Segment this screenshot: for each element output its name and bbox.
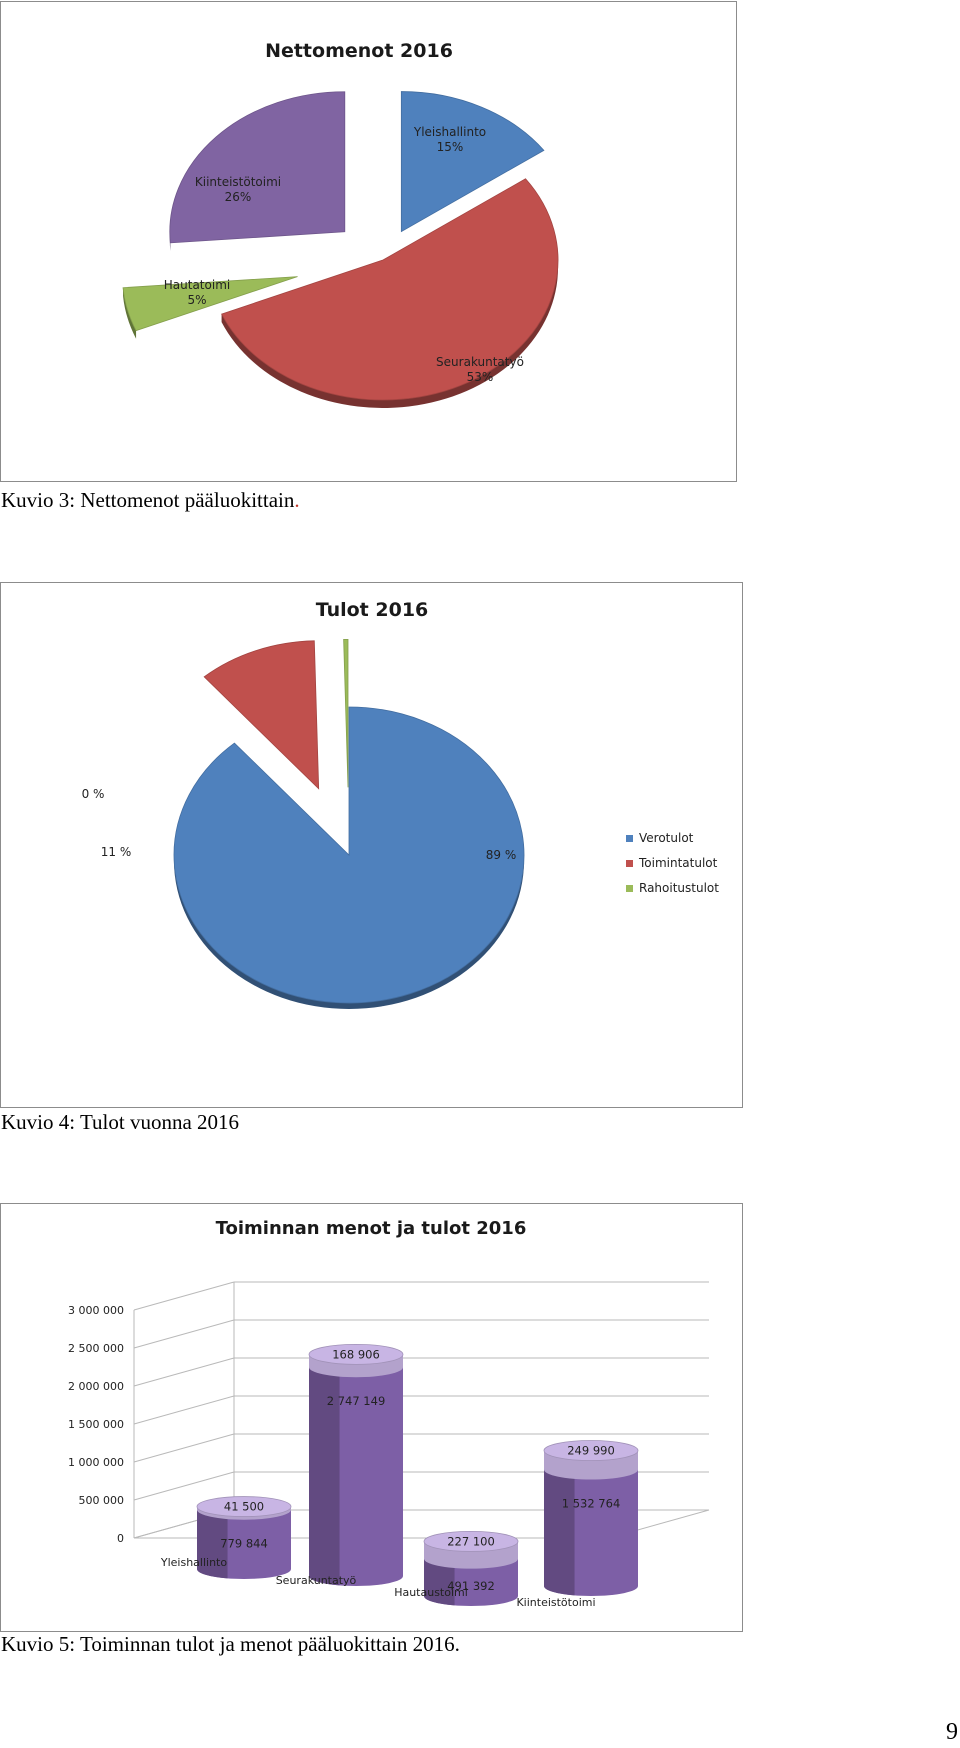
slice-value-rahoitustulot: 0 %	[82, 787, 105, 801]
gridline-side	[133, 1433, 235, 1463]
value-label-lower: 2 747 149	[327, 1394, 386, 1408]
category-label-yleishallinto: Yleishallinto	[160, 1556, 227, 1569]
slice-seurakuntaty-	[221, 178, 559, 408]
bar-yleishallinto	[196, 1496, 292, 1579]
slice-label-yleishallinto: Yleishallinto	[413, 125, 486, 139]
value-label-lower: 1 532 764	[562, 1497, 621, 1511]
category-label-kiinteist-toimi: Kiinteistötoimi	[516, 1596, 595, 1609]
category-label-seurakuntaty-: Seurakuntatyö	[276, 1574, 357, 1587]
bar-shade-lower	[423, 1558, 455, 1606]
bar-hautaustoimi	[423, 1530, 519, 1606]
chart-title: Nettomenot 2016	[265, 40, 453, 62]
gridline-side	[133, 1281, 235, 1311]
slice-value-verotulot: 89 %	[486, 848, 517, 862]
slice-label-kiinteist-toimi: Kiinteistötoimi	[195, 175, 281, 189]
bar-shade-lower	[196, 1509, 228, 1579]
caption-kuvio-3: Kuvio 3: Nettomenot pääluokittain.	[1, 488, 300, 513]
slice-yleishallinto	[400, 91, 545, 233]
chart-frame-toiminnan: Toiminnan menot ja tulot 2016 0 500 000 1 …	[0, 1203, 743, 1632]
value-label-upper: 249 990	[567, 1444, 615, 1458]
legend-label-toimintatulot: Toimintatulot	[638, 856, 718, 870]
bar-shade-lower	[543, 1469, 575, 1596]
legend-label-verotulot: Verotulot	[639, 831, 694, 845]
y-tick-label: 0	[117, 1532, 124, 1545]
slice-value-hautatoimi: 5%	[187, 293, 206, 307]
y-tick-label: 1 000 000	[68, 1456, 124, 1469]
legend-swatch-rahoitustulot	[626, 885, 633, 892]
value-label-upper: 227 100	[447, 1534, 495, 1548]
caption-kuvio-5: Kuvio 5: Toiminnan tulot ja menot pääluo…	[1, 1632, 460, 1656]
y-tick-label: 2 500 000	[68, 1342, 124, 1355]
legend: Verotulot Toimintatulot Rahoitustulot	[626, 831, 719, 895]
bar-shade-lower	[308, 1367, 340, 1586]
gridline-side	[133, 1357, 235, 1387]
category-label-hautaustoimi: Hautaustoimi	[394, 1586, 468, 1599]
bar-kiinteist-toimi	[543, 1440, 639, 1596]
bar-top	[423, 1530, 519, 1552]
chart-title: Tulot 2016	[316, 599, 429, 621]
value-label-lower: 491 392	[447, 1579, 495, 1593]
value-label-lower: 779 844	[220, 1537, 268, 1551]
y-tick-label: 500 000	[79, 1494, 125, 1507]
bar-top	[196, 1496, 292, 1517]
chart-frame-tulot: Tulot 2016 89 % 11 % 0 % Verotulot Toimintat…	[0, 582, 743, 1108]
bar-seurakuntaty-	[308, 1343, 404, 1586]
y-tick-label: 3 000 000	[68, 1304, 124, 1317]
pie-chart-tulot: Tulot 2016 89 % 11 % 0 % Verotulot Toimintat…	[82, 599, 719, 1009]
slice-value-toimintatulot: 11 %	[101, 845, 132, 859]
slice-toimintatulot	[203, 640, 320, 790]
bar-top	[308, 1343, 404, 1365]
slice-kiinteist-toimi	[169, 91, 346, 251]
chart-title: Toiminnan menot ja tulot 2016	[216, 1218, 527, 1239]
bar-chart-toiminnan-menot-tulot: Toiminnan menot ja tulot 2016 0 500 000 1 …	[68, 1218, 710, 1609]
slice-label-seurakuntaty-: Seurakuntatyö	[436, 355, 524, 369]
legend-swatch-verotulot	[626, 835, 633, 842]
value-label-upper: 41 500	[224, 1500, 264, 1514]
value-label-upper: 168 906	[332, 1347, 380, 1361]
bar-top	[543, 1440, 639, 1461]
legend-label-rahoitustulot: Rahoitustulot	[639, 881, 719, 895]
slice-value-kiinteist-toimi: 26%	[225, 190, 252, 204]
legend-swatch-toimintatulot	[626, 860, 633, 867]
slice-value-yleishallinto: 15%	[437, 140, 464, 154]
slice-rahoitustulot	[343, 638, 349, 788]
slice-label-hautatoimi: Hautatoimi	[164, 278, 230, 292]
chart-frame-nettomenot: Nettomenot 2016 Yleishallinto 15% Seurakun…	[0, 1, 737, 482]
slice-value-seurakuntaty-: 53%	[467, 370, 494, 384]
gridline-side	[133, 1395, 235, 1425]
caption-kuvio-4: Kuvio 4: Tulot vuonna 2016	[1, 1110, 240, 1134]
slice-verotulot	[173, 706, 525, 1009]
gridline-side	[133, 1319, 235, 1349]
slice-hautatoimi	[122, 276, 298, 339]
caption-text: Kuvio 3: Nettomenot pääluokittain	[1, 488, 295, 512]
y-tick-label: 2 000 000	[68, 1380, 124, 1393]
y-tick-label: 1 500 000	[68, 1418, 124, 1431]
gridline-side	[133, 1471, 235, 1501]
page-number: 9	[946, 1719, 958, 1745]
caption-period: .	[294, 488, 300, 512]
